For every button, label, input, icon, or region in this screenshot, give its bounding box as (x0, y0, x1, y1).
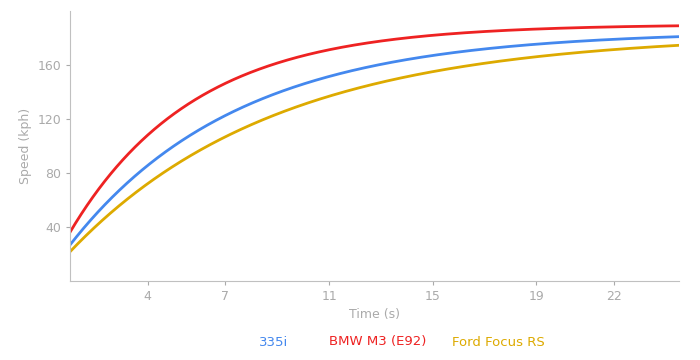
Text: 335i: 335i (259, 336, 288, 348)
X-axis label: Time (s): Time (s) (349, 309, 400, 321)
Text: Ford Focus RS: Ford Focus RS (452, 336, 545, 348)
Text: BMW M3 (E92): BMW M3 (E92) (329, 336, 426, 348)
Y-axis label: Speed (kph): Speed (kph) (19, 108, 32, 184)
